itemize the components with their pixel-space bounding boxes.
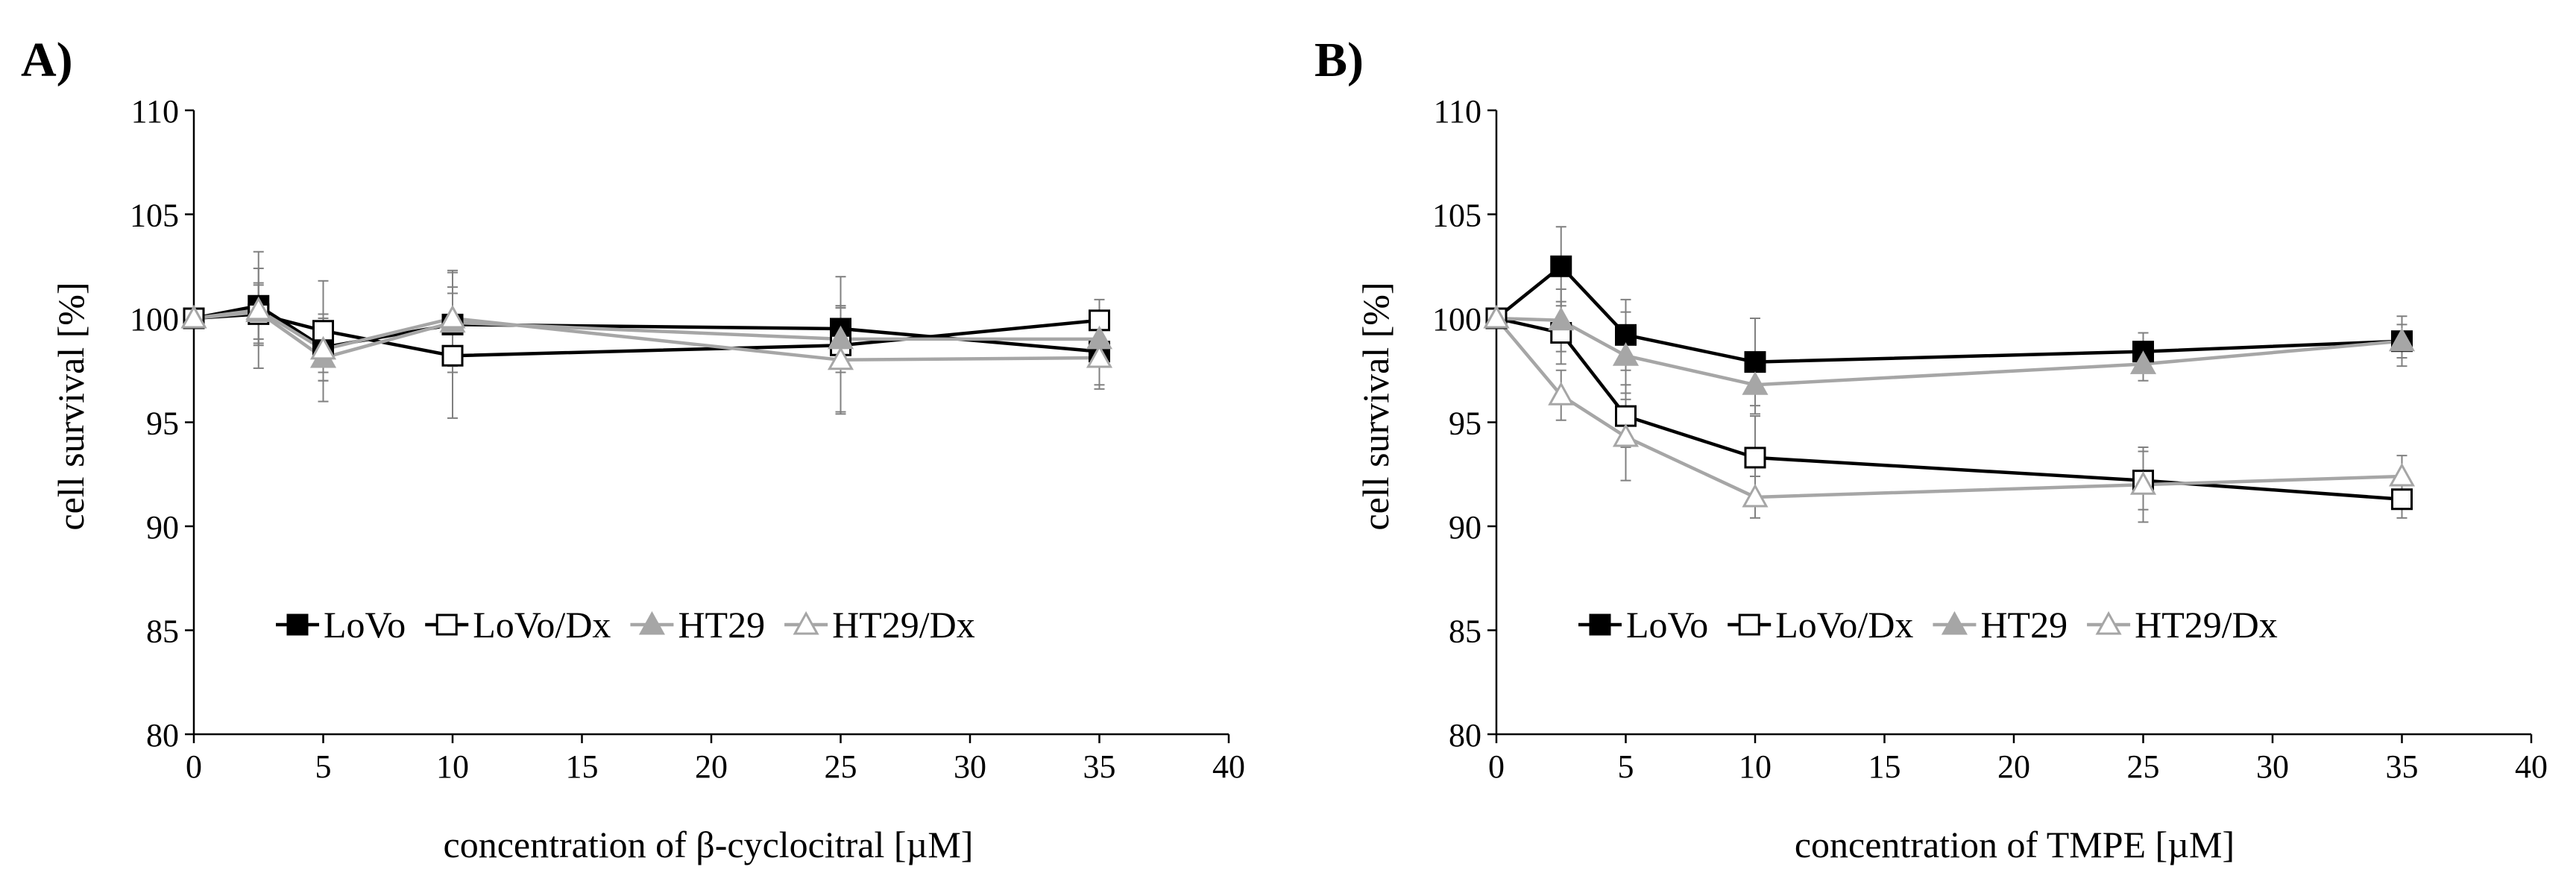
x-axis-label: concentration of TMPE [µM] [1795, 824, 2235, 865]
y-tick-label: 85 [1449, 613, 1481, 650]
data-point-ht29-dx [439, 304, 466, 329]
data-point-lovo-dx [1615, 405, 1637, 427]
data-point-ht29-dx [1742, 483, 1769, 508]
axes [1495, 110, 2531, 736]
y-axis-label: cell survival [%] [50, 282, 92, 530]
legend-marker-ht29-dx [793, 611, 819, 635]
x-tick-label: 25 [825, 748, 857, 785]
y-tick-label: 95 [146, 406, 179, 442]
legend-label-lovo: LoVo [324, 604, 406, 646]
data-point-lovo [1744, 351, 1766, 373]
data-point-lovo-dx [1744, 447, 1766, 469]
x-tick-label: 30 [954, 748, 986, 785]
legend-marker-ht29-dx [2095, 611, 2122, 635]
legend-marker-ht29 [638, 611, 665, 635]
data-point-ht29-dx [180, 304, 207, 329]
legend-label-ht29-dx: HT29/Dx [2135, 604, 2278, 646]
data-point-lovo [1550, 255, 1572, 277]
y-tick-label: 105 [1432, 198, 1481, 234]
y-tick-label: 105 [130, 198, 179, 234]
x-tick-label: 35 [2386, 748, 2419, 785]
data-point-ht29-dx [827, 346, 854, 370]
data-point-ht29 [1742, 371, 1769, 395]
legend-label-lovo: LoVo [1626, 604, 1708, 646]
data-point-lovo-dx [2391, 488, 2413, 511]
x-tick-label: 20 [1997, 748, 2030, 785]
data-point-ht29-dx [1483, 304, 1510, 329]
data-point-lovo [1615, 324, 1637, 346]
y-axis-label: cell survival [%] [1355, 282, 1396, 530]
legend-label-ht29: HT29 [1980, 604, 2068, 646]
x-tick-label: 40 [1212, 748, 1245, 785]
y-tick-label: 100 [130, 301, 179, 338]
x-tick-label: 10 [1739, 748, 1772, 785]
legend: LoVo LoVo/Dx HT29 HT29/Dx [1578, 604, 2278, 646]
panel-label: B) [1314, 33, 1364, 87]
legend-marker-lovo-dx [1738, 613, 1760, 636]
data-point-ht29-dx [245, 296, 272, 321]
legend-marker-lovo [286, 613, 309, 636]
legend: LoVo LoVo/Dx HT29 HT29/Dx [276, 604, 975, 646]
series-markers [1483, 255, 2416, 511]
x-axis-label: concentration of β-cyclocitral [µM] [444, 824, 974, 865]
legend-label-ht29: HT29 [678, 604, 765, 646]
chart-panel-b: B) cell survival [%] concentration of TM… [1314, 33, 2548, 865]
data-point-ht29-dx [1612, 423, 1640, 447]
data-point-ht29-dx [1548, 382, 1575, 406]
x-tick-label: 5 [315, 748, 332, 785]
data-point-ht29-dx [2129, 471, 2157, 495]
y-tick-label: 80 [1449, 717, 1481, 754]
legend-label-lovo-dx: LoVo/Dx [473, 604, 611, 646]
data-point-ht29 [1548, 306, 1575, 331]
y-tick-label: 110 [131, 93, 179, 130]
data-point-ht29 [2129, 350, 2157, 374]
legend-marker-ht29 [1941, 611, 1968, 635]
x-tick-label: 40 [2515, 748, 2548, 785]
x-tick-label: 20 [695, 748, 728, 785]
axis-ticks: 80 85 90 95 100 105 110 0 5 10 15 20 25 30 35 40 [130, 93, 1245, 785]
panel-label: A) [21, 33, 73, 87]
legend-label-lovo-dx: LoVo/Dx [1775, 604, 1913, 646]
series-line-ht29-dx [1495, 317, 2402, 499]
y-tick-label: 95 [1449, 406, 1481, 442]
x-tick-label: 25 [2127, 748, 2160, 785]
legend-marker-lovo [1589, 613, 1611, 636]
series-line-ht29 [1496, 316, 2402, 387]
x-tick-label: 15 [566, 748, 599, 785]
legend-label-ht29-dx: HT29/Dx [832, 604, 975, 646]
data-point-lovo-dx [441, 344, 464, 367]
x-tick-label: 35 [1083, 748, 1116, 785]
axes [192, 110, 1229, 736]
x-tick-label: 10 [436, 748, 469, 785]
y-tick-label: 80 [146, 717, 179, 754]
series-markers [180, 294, 1113, 370]
x-tick-label: 0 [1488, 748, 1505, 785]
y-tick-label: 90 [146, 509, 179, 546]
axis-ticks: 80 85 90 95 100 105 110 0 5 10 15 20 25 30 35 40 [1432, 93, 2548, 785]
y-tick-label: 110 [1434, 93, 1481, 130]
legend-marker-lovo-dx [435, 613, 458, 636]
x-tick-label: 0 [186, 748, 202, 785]
data-point-ht29 [2388, 327, 2416, 352]
data-point-ht29 [1612, 342, 1640, 366]
y-tick-label: 85 [146, 613, 179, 650]
x-tick-label: 5 [1618, 748, 1634, 785]
data-point-ht29-dx [2388, 462, 2416, 487]
chart-panel-a: A) cell survival [%] concentration of β-… [21, 33, 1245, 865]
data-point-ht29-dx [1086, 344, 1113, 368]
y-tick-label: 90 [1449, 509, 1481, 546]
x-tick-label: 30 [2256, 748, 2289, 785]
y-tick-label: 100 [1432, 301, 1481, 338]
x-tick-label: 15 [1868, 748, 1901, 785]
data-point-ht29-dx [309, 335, 337, 360]
